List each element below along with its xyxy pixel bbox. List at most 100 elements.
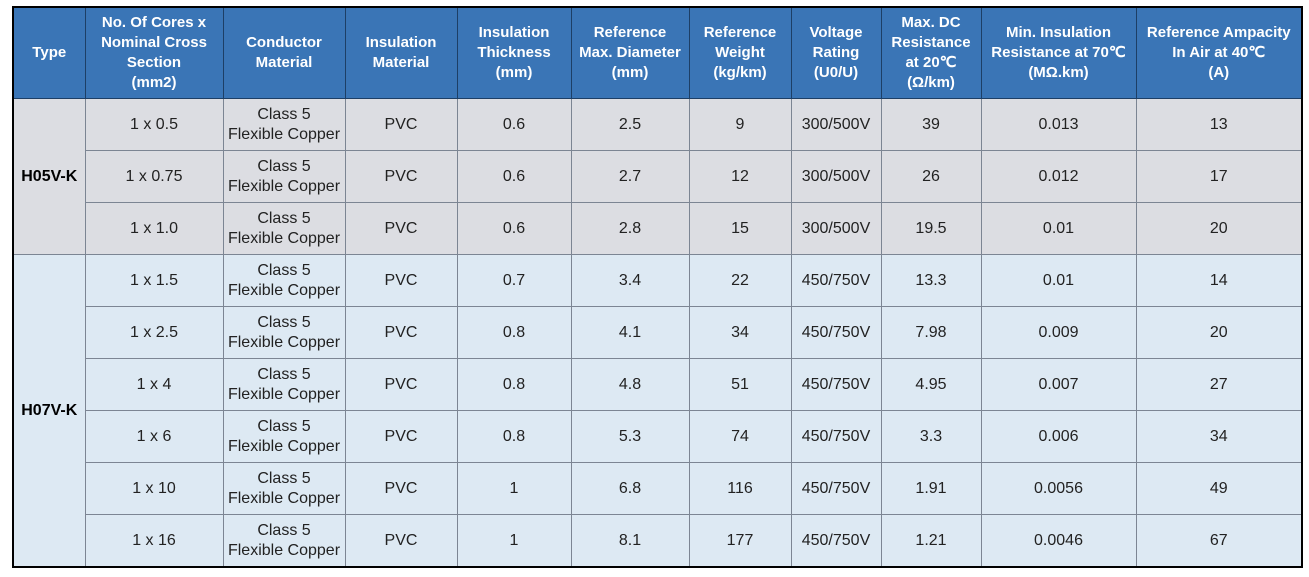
cell-insulation-thickness: 0.7: [456, 254, 572, 307]
cell-insulation-resistance: 0.013: [980, 98, 1137, 151]
header-max-diameter: Reference Max. Diameter (mm): [570, 6, 690, 99]
cell-insulation-material: PVC: [344, 254, 458, 307]
table-row: 1 x 16 Class 5 Flexible Copper PVC 1 8.1 177 45…: [13, 514, 1303, 568]
cell-insulation-material: PVC: [344, 358, 458, 411]
header-line: (mm): [495, 64, 533, 81]
cell-conductor-material: Class 5 Flexible Copper: [222, 202, 346, 255]
cell-conductor-material: Class 5 Flexible Copper: [222, 150, 346, 203]
cell-cores-section: 1 x 4: [84, 358, 224, 411]
table-row: H07V-K 1 x 1.5 Class 5 Flexible Copper PVC 0.…: [12, 254, 1303, 568]
cell-voltage-rating: 450/750V: [790, 462, 882, 515]
cell-insulation-resistance: 0.0046: [980, 514, 1137, 568]
cell-dc-resistance: 1.21: [880, 514, 982, 568]
cell-insulation-material: PVC: [344, 150, 458, 203]
cell-insulation-material: PVC: [344, 202, 458, 255]
table-row: 1 x 1.0 Class 5 Flexible Copper PVC 0.6 2.8 15…: [13, 202, 1303, 255]
cell-line: Class 5: [257, 417, 311, 435]
header-row: Type No. Of Cores x Nominal Cross Section (m…: [12, 6, 1303, 99]
header-line: Material: [372, 54, 430, 71]
cell-dc-resistance: 4.95: [880, 358, 982, 411]
cell-voltage-rating: 300/500V: [790, 150, 882, 203]
cell-ampacity: 20: [1135, 306, 1303, 359]
cell-cores-section: 1 x 1.5: [84, 254, 224, 307]
cell-voltage-rating: 300/500V: [790, 202, 882, 255]
header-line: Nominal Cross: [101, 34, 207, 51]
cable-spec-table: Type No. Of Cores x Nominal Cross Section (m…: [12, 6, 1303, 568]
cell-insulation-resistance: 0.006: [980, 410, 1137, 463]
header-ampacity: Reference Ampacity In Air at 40℃ (A): [1135, 6, 1303, 99]
header-dc-resistance: Max. DC Resistance at 20℃ (Ω/km): [880, 6, 982, 99]
header-line: (mm2): [131, 74, 177, 91]
cell-cores-section: 1 x 1.0: [84, 202, 224, 255]
cell-conductor-material: Class 5 Flexible Copper: [222, 462, 346, 515]
cell-weight: 22: [688, 254, 792, 307]
cell-ampacity: 14: [1135, 254, 1303, 307]
cell-insulation-thickness: 1: [456, 514, 572, 568]
cell-voltage-rating: 300/500V: [790, 98, 882, 151]
header-line: (U0/U): [813, 64, 859, 81]
header-line: (kg/km): [713, 64, 767, 81]
header-line: Reference: [703, 24, 777, 41]
cell-line: Flexible Copper: [227, 541, 341, 559]
table-body: H05V-K 1 x 0.5 Class 5 Flexible Copper PVC 0.…: [12, 98, 1303, 568]
cell-max-diameter: 2.5: [570, 98, 690, 151]
cell-line: Flexible Copper: [227, 177, 341, 195]
header-line: Max. DC: [901, 14, 961, 31]
cell-type: H07V-K: [12, 254, 86, 568]
cell-cores-section: 1 x 6: [84, 410, 224, 463]
cell-ampacity: 34: [1135, 410, 1303, 463]
header-insulation-material: Insulation Material: [344, 6, 458, 99]
header-line: (A): [1208, 64, 1230, 81]
header-insulation-resistance: Min. Insulation Resistance at 70℃ (MΩ.km): [980, 6, 1137, 99]
cell-voltage-rating: 450/750V: [790, 410, 882, 463]
cell-insulation-resistance: 0.007: [980, 358, 1137, 411]
header-line: Voltage: [809, 24, 863, 41]
cell-weight: 12: [688, 150, 792, 203]
cell-dc-resistance: 7.98: [880, 306, 982, 359]
header-line: Section: [126, 54, 182, 71]
header-line: Conductor: [246, 34, 322, 51]
header-cores-section: No. Of Cores x Nominal Cross Section (mm2): [84, 6, 224, 99]
cell-insulation-thickness: 1: [456, 462, 572, 515]
header-line: Resistance: [891, 34, 971, 51]
table-row: 1 x 2.5 Class 5 Flexible Copper PVC 0.8 4.1 34…: [13, 306, 1303, 359]
cell-insulation-resistance: 0.009: [980, 306, 1137, 359]
cell-insulation-material: PVC: [344, 98, 458, 151]
cell-insulation-thickness: 0.6: [456, 202, 572, 255]
cell-line: Flexible Copper: [227, 229, 341, 247]
header-line: Material: [255, 54, 313, 71]
header-line: Thickness: [477, 44, 551, 61]
header-voltage-rating: Voltage Rating (U0/U): [790, 6, 882, 99]
cell-voltage-rating: 450/750V: [790, 306, 882, 359]
cell-max-diameter: 2.7: [570, 150, 690, 203]
cell-max-diameter: 4.8: [570, 358, 690, 411]
cell-insulation-resistance: 0.01: [980, 202, 1137, 255]
cell-conductor-material: Class 5 Flexible Copper: [222, 98, 346, 151]
cell-insulation-thickness: 0.6: [456, 150, 572, 203]
table-row: 1 x 4 Class 5 Flexible Copper PVC 0.8 4.8 51 45…: [13, 358, 1303, 411]
cell-weight: 34: [688, 306, 792, 359]
table-row: 1 x 6 Class 5 Flexible Copper PVC 0.8 5.3 74 45…: [13, 410, 1303, 463]
cell-voltage-rating: 450/750V: [790, 514, 882, 568]
cell-max-diameter: 2.8: [570, 202, 690, 255]
cell-line: Flexible Copper: [227, 489, 341, 507]
cell-insulation-thickness: 0.8: [456, 358, 572, 411]
cell-insulation-material: PVC: [344, 462, 458, 515]
cell-weight: 74: [688, 410, 792, 463]
cell-cores-section: 1 x 0.5: [84, 98, 224, 151]
table-row: H05V-K 1 x 0.5 Class 5 Flexible Copper PVC 0.…: [12, 98, 1303, 255]
table-row: 1 x 0.75 Class 5 Flexible Copper PVC 0.6 2.7 1…: [13, 150, 1303, 203]
cell-insulation-material: PVC: [344, 410, 458, 463]
cell-dc-resistance: 39: [880, 98, 982, 151]
cell-dc-resistance: 26: [880, 150, 982, 203]
header-line: (mm): [611, 64, 649, 81]
cell-line: Class 5: [257, 261, 311, 279]
cell-insulation-resistance: 0.01: [980, 254, 1137, 307]
cell-dc-resistance: 19.5: [880, 202, 982, 255]
cell-max-diameter: 4.1: [570, 306, 690, 359]
cell-dc-resistance: 13.3: [880, 254, 982, 307]
header-weight: Reference Weight (kg/km): [688, 6, 792, 99]
cell-insulation-thickness: 0.8: [456, 306, 572, 359]
cell-line: Class 5: [257, 521, 311, 539]
cell-max-diameter: 8.1: [570, 514, 690, 568]
